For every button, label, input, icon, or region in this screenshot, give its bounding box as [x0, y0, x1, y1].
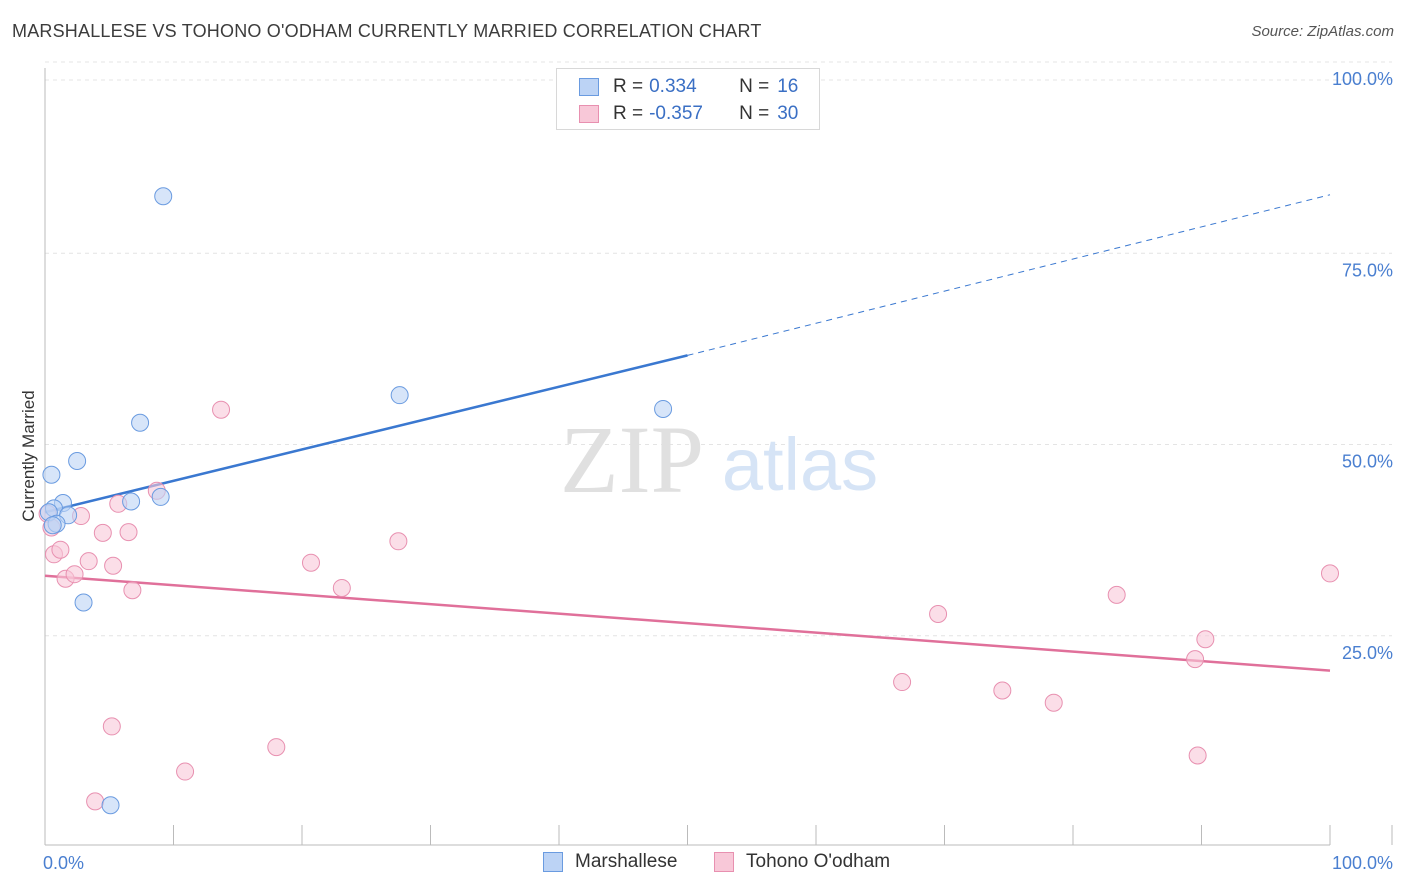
- point-tohono: [1321, 564, 1339, 583]
- point-tohono: [301, 553, 320, 572]
- point-tohono: [1044, 693, 1063, 712]
- point-tohono: [929, 604, 948, 623]
- watermark-atlas: atlas: [722, 423, 878, 506]
- legend-n-value-marshallese: 16: [777, 76, 799, 97]
- point-tohono: [893, 673, 912, 692]
- point-marshallese: [151, 487, 170, 506]
- point-tohono: [102, 717, 121, 736]
- point-marshallese: [68, 451, 87, 470]
- point-tohono: [104, 556, 123, 575]
- point-tohono: [389, 532, 408, 551]
- legend-r-value-marshallese: 0.334: [649, 76, 697, 97]
- source-credit: Source: ZipAtlas.com: [1251, 23, 1394, 40]
- legend-n-label: N =: [739, 76, 770, 97]
- point-tohono: [332, 578, 351, 597]
- legend-row-tohono: R = -0.357 N = 30: [579, 102, 798, 126]
- y-axis-label: Currently Married: [19, 390, 38, 521]
- point-marshallese: [122, 492, 141, 511]
- point-tohono: [123, 581, 142, 600]
- series-swatch-marshallese: [543, 852, 563, 872]
- point-tohono: [1188, 746, 1207, 765]
- x-tick-label-min: 0.0%: [43, 853, 84, 873]
- x-tick-label-max: 100.0%: [1332, 853, 1393, 873]
- y-tick-label: 100.0%: [1332, 69, 1393, 89]
- legend-r-label: R =: [613, 76, 644, 97]
- point-marshallese: [390, 386, 409, 405]
- point-tohono: [93, 523, 112, 542]
- trendline-marshallese-extension: [687, 194, 1331, 356]
- y-tick-label: 50.0%: [1342, 452, 1393, 472]
- trendline-tohono: [44, 574, 1331, 672]
- watermark-zip: ZIP: [560, 406, 704, 513]
- point-tohono: [993, 681, 1012, 700]
- legend-n-label: N =: [739, 103, 770, 124]
- legend-swatch-tohono: [579, 105, 599, 123]
- series-legend: Marshallese Tohono O'odham: [0, 851, 1406, 877]
- series-swatch-tohono: [714, 852, 734, 872]
- y-tick-label: 75.0%: [1342, 260, 1393, 280]
- point-tohono: [176, 762, 195, 781]
- point-tohono: [51, 540, 70, 559]
- series-legend-tohono[interactable]: Tohono O'odham: [714, 851, 890, 873]
- legend-swatch-marshallese: [579, 78, 599, 96]
- point-tohono: [267, 738, 286, 757]
- point-marshallese: [101, 796, 120, 815]
- point-tohono: [1186, 650, 1205, 669]
- point-tohono: [79, 552, 98, 571]
- point-tohono: [212, 400, 231, 419]
- correlation-legend: R = 0.334 N = 16 R = -0.357 N = 30: [556, 68, 820, 130]
- point-tohono: [1196, 630, 1215, 649]
- point-marshallese: [654, 399, 673, 418]
- legend-r-label: R =: [613, 103, 644, 124]
- legend-r-value-tohono: -0.357: [649, 103, 703, 124]
- series-name-marshallese: Marshallese: [575, 851, 678, 872]
- series-legend-marshallese[interactable]: Marshallese: [543, 851, 677, 873]
- point-tohono: [1107, 585, 1126, 604]
- point-marshallese: [131, 413, 150, 432]
- point-tohono: [65, 565, 84, 584]
- point-tohono: [119, 523, 138, 542]
- series-name-tohono: Tohono O'odham: [746, 851, 891, 872]
- legend-n-value-tohono: 30: [777, 103, 799, 124]
- point-marshallese: [43, 516, 62, 535]
- point-marshallese: [74, 593, 93, 612]
- point-marshallese: [154, 187, 173, 206]
- point-tohono: [86, 792, 105, 811]
- legend-row-marshallese: R = 0.334 N = 16: [579, 75, 798, 99]
- chart-title: MARSHALLESE VS TOHONO O'ODHAM CURRENTLY …: [12, 21, 762, 41]
- point-marshallese: [42, 465, 61, 484]
- y-tick-label: 25.0%: [1342, 643, 1393, 663]
